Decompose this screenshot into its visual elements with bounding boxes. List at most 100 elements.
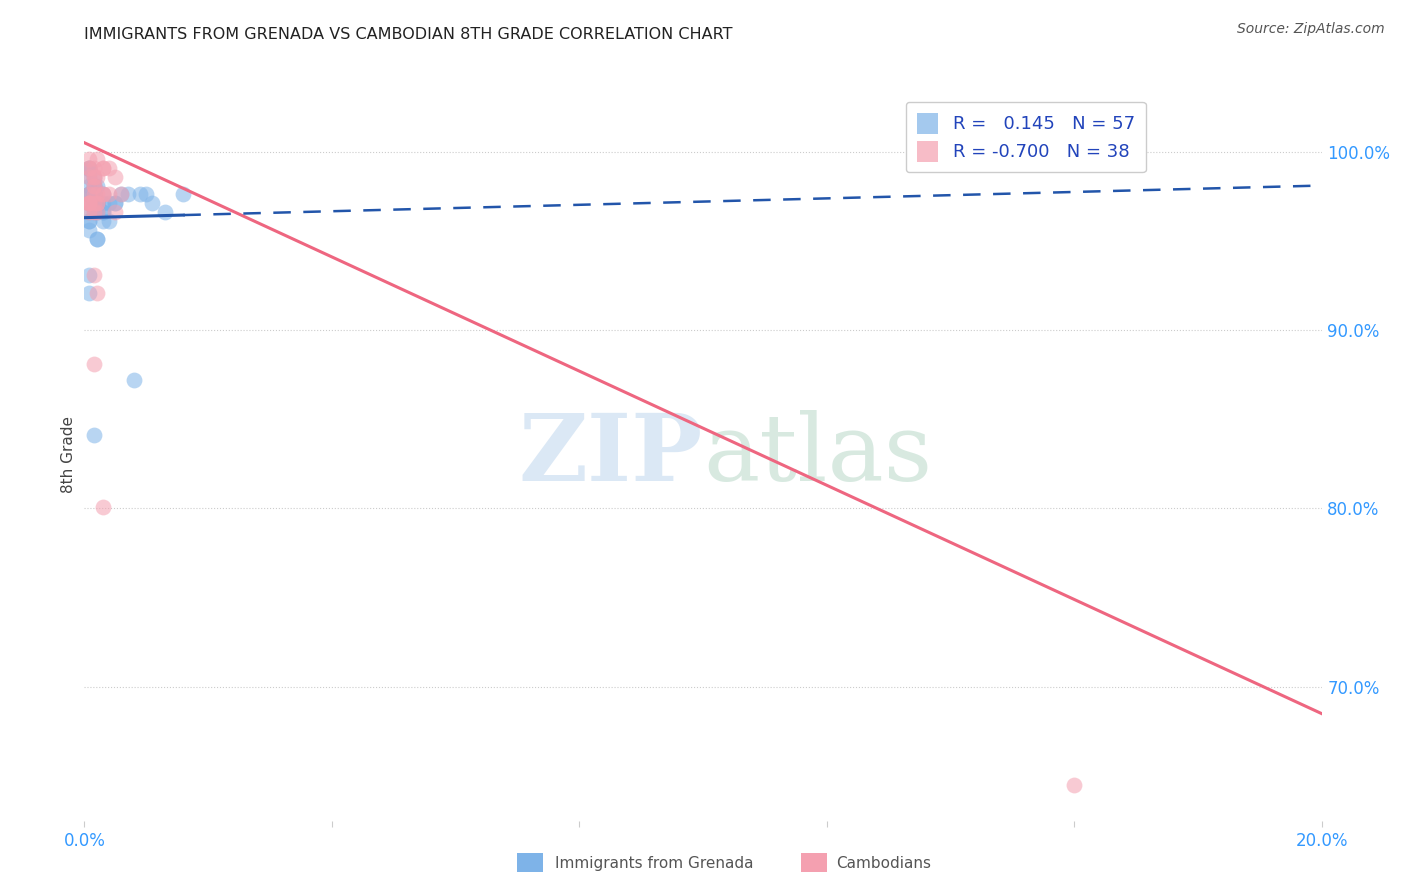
Point bbox=[79, 161, 101, 175]
Point bbox=[79, 187, 101, 202]
Text: Immigrants from Grenada: Immigrants from Grenada bbox=[555, 856, 754, 871]
Point bbox=[98, 214, 121, 228]
Point bbox=[79, 268, 101, 282]
Point bbox=[91, 187, 114, 202]
Point bbox=[98, 187, 121, 202]
Point bbox=[86, 232, 108, 246]
Point bbox=[83, 178, 105, 193]
Point bbox=[79, 196, 101, 211]
Text: Source: ZipAtlas.com: Source: ZipAtlas.com bbox=[1237, 22, 1385, 37]
Point bbox=[104, 205, 127, 219]
Point bbox=[91, 187, 114, 202]
Point bbox=[83, 187, 105, 202]
Point bbox=[91, 161, 114, 175]
Point bbox=[79, 161, 101, 175]
Text: Cambodians: Cambodians bbox=[837, 856, 932, 871]
Point bbox=[91, 205, 114, 219]
Point bbox=[79, 162, 101, 177]
Point bbox=[79, 196, 101, 211]
Point bbox=[172, 187, 194, 202]
Point bbox=[79, 196, 101, 211]
Point bbox=[86, 196, 108, 211]
Point bbox=[98, 196, 121, 211]
Point bbox=[129, 187, 152, 202]
Point bbox=[91, 161, 114, 175]
Point bbox=[86, 196, 108, 211]
Point bbox=[83, 205, 105, 219]
Point bbox=[110, 187, 132, 202]
Point bbox=[86, 285, 108, 300]
Point bbox=[79, 196, 101, 211]
Y-axis label: 8th Grade: 8th Grade bbox=[60, 417, 76, 493]
Point bbox=[86, 196, 108, 211]
Point bbox=[1063, 778, 1085, 792]
Point bbox=[79, 187, 101, 202]
Point bbox=[79, 169, 101, 184]
Point bbox=[83, 178, 105, 193]
Point bbox=[79, 214, 101, 228]
Point bbox=[83, 169, 105, 184]
Point bbox=[135, 187, 157, 202]
Point bbox=[86, 196, 108, 211]
Point bbox=[83, 196, 105, 211]
Legend: R =   0.145   N = 57, R = -0.700   N = 38: R = 0.145 N = 57, R = -0.700 N = 38 bbox=[905, 102, 1146, 172]
Point bbox=[110, 187, 132, 202]
Point bbox=[86, 152, 108, 166]
Point bbox=[83, 187, 105, 202]
Point bbox=[122, 373, 145, 387]
Point bbox=[86, 196, 108, 211]
Point bbox=[83, 171, 105, 186]
Point bbox=[83, 268, 105, 282]
Point bbox=[153, 205, 176, 219]
Point bbox=[83, 169, 105, 184]
Point bbox=[86, 205, 108, 219]
Point bbox=[79, 285, 101, 300]
Point bbox=[83, 161, 105, 175]
Point bbox=[83, 357, 105, 371]
Point bbox=[83, 196, 105, 211]
Point bbox=[83, 205, 105, 219]
Point bbox=[86, 178, 108, 193]
Point bbox=[86, 196, 108, 211]
Point bbox=[83, 196, 105, 211]
Point bbox=[141, 196, 163, 211]
Point bbox=[83, 193, 105, 207]
Point bbox=[86, 205, 108, 219]
Point bbox=[79, 161, 101, 175]
Point bbox=[79, 178, 101, 193]
Text: ZIP: ZIP bbox=[519, 410, 703, 500]
Point bbox=[104, 169, 127, 184]
Point bbox=[91, 196, 114, 211]
Text: IMMIGRANTS FROM GRENADA VS CAMBODIAN 8TH GRADE CORRELATION CHART: IMMIGRANTS FROM GRENADA VS CAMBODIAN 8TH… bbox=[84, 27, 733, 42]
Point bbox=[104, 196, 127, 211]
Point bbox=[79, 169, 101, 184]
Point bbox=[83, 187, 105, 202]
Point bbox=[79, 152, 101, 166]
Text: atlas: atlas bbox=[703, 410, 932, 500]
Point bbox=[79, 223, 101, 237]
Point bbox=[86, 196, 108, 211]
Point bbox=[79, 161, 101, 175]
Point bbox=[91, 187, 114, 202]
Point bbox=[86, 169, 108, 184]
Point bbox=[79, 205, 101, 219]
Point bbox=[83, 187, 105, 202]
Point bbox=[83, 187, 105, 202]
Point bbox=[79, 187, 101, 202]
Point bbox=[91, 205, 114, 219]
Point bbox=[83, 196, 105, 211]
Point bbox=[91, 500, 114, 514]
Point bbox=[79, 196, 101, 211]
Point bbox=[117, 187, 139, 202]
Point bbox=[83, 178, 105, 193]
Point bbox=[104, 196, 127, 211]
Point bbox=[86, 232, 108, 246]
Point bbox=[98, 161, 121, 175]
Point bbox=[91, 214, 114, 228]
Point bbox=[86, 200, 108, 214]
Point bbox=[79, 205, 101, 219]
Point bbox=[79, 187, 101, 202]
Point bbox=[83, 187, 105, 202]
Point bbox=[83, 428, 105, 442]
Point bbox=[83, 196, 105, 211]
